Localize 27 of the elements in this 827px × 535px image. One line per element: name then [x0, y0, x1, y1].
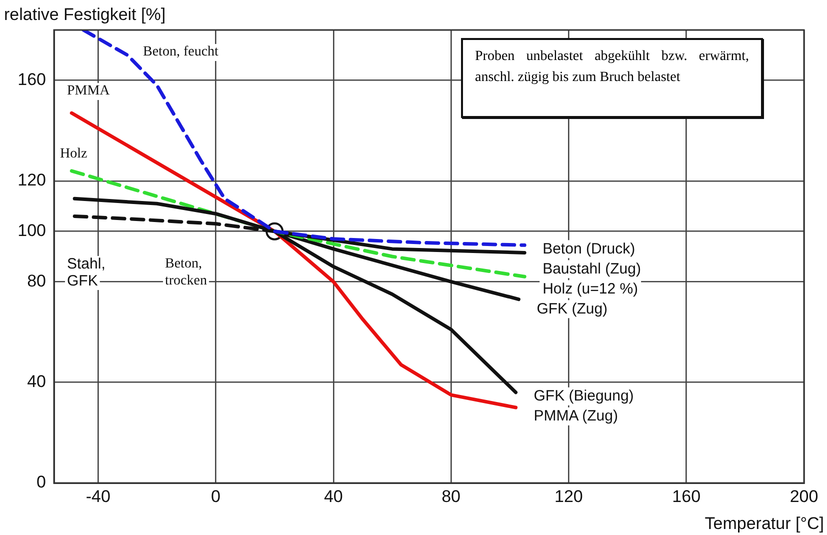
x-tick-label: 0: [211, 486, 220, 506]
annotation: Stahl, GFK: [67, 256, 106, 290]
series-label: PMMA (Zug): [534, 408, 618, 425]
series-label: Baustahl (Zug): [542, 260, 641, 278]
x-tick-label: 160: [672, 486, 701, 506]
note-box: Proben unbelastet abgekühlt bzw. erwärmt, anschl. zügig bis zum Bruch belastet: [461, 38, 763, 118]
x-axis-title: Temperatur [°C]: [704, 514, 824, 534]
x-tick-label: 120: [554, 486, 583, 506]
annotation: Beton, feucht: [143, 44, 219, 60]
annotation: Beton, trocken: [165, 256, 207, 289]
x-tick-label: 80: [442, 486, 461, 506]
y-tick-label: 40: [27, 372, 46, 392]
x-tick-label: -40: [86, 486, 110, 506]
y-tick-label: 80: [27, 271, 46, 290]
y-tick-label: 0: [36, 472, 46, 492]
annotation: PMMA: [67, 84, 111, 99]
y-tick-label: 100: [18, 221, 46, 240]
series-label: GFK (Zug): [536, 300, 608, 318]
y-tick-label: 160: [18, 70, 46, 90]
y-axis-title: relative Festigkeit [%]: [4, 5, 166, 24]
x-tick-label: 40: [324, 486, 343, 506]
series-label: Beton (Druck): [542, 240, 636, 258]
annotation: Holz: [60, 146, 88, 162]
x-tick-label: 200: [790, 486, 818, 506]
series-label: Holz (u=12 %): [542, 280, 638, 298]
y-tick-label: 120: [18, 170, 46, 190]
series-label: GFK (Biegung): [534, 388, 634, 405]
